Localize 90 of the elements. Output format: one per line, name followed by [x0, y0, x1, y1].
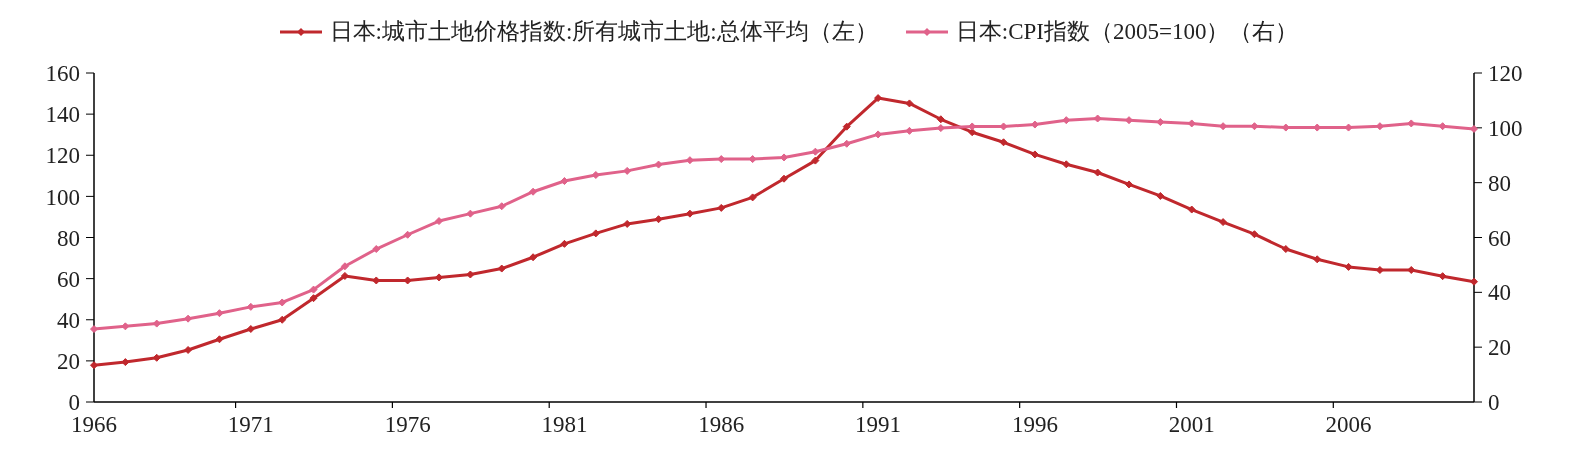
point — [466, 270, 475, 279]
point — [1187, 205, 1196, 214]
point — [905, 99, 914, 108]
point — [497, 202, 506, 211]
point — [780, 174, 788, 183]
x-tick-label: 1996 — [1011, 412, 1058, 437]
point — [497, 264, 506, 273]
point — [435, 273, 443, 282]
x-tick-label: 1981 — [541, 412, 588, 437]
y-tick-label: 120 — [45, 143, 80, 169]
point — [654, 215, 663, 224]
y2-tick-label: 80 — [1488, 170, 1511, 196]
point — [152, 319, 161, 328]
y2-tick-label: 40 — [1488, 280, 1511, 306]
point — [1470, 124, 1478, 133]
point — [435, 217, 443, 226]
legend-label: 日本:城市土地价格指数:所有城市土地:总体平均（左） — [329, 18, 878, 46]
point — [1156, 191, 1165, 200]
point — [1093, 114, 1102, 123]
point — [529, 253, 538, 262]
point — [340, 262, 349, 271]
point — [1407, 265, 1416, 274]
point — [842, 122, 851, 131]
point — [717, 203, 726, 212]
point — [1250, 230, 1259, 239]
y-tick-label: 60 — [57, 266, 80, 292]
y2-tick-label: 100 — [1488, 116, 1523, 141]
point — [466, 209, 475, 218]
point — [1438, 272, 1447, 281]
point — [403, 230, 412, 239]
point — [340, 271, 349, 280]
point — [278, 315, 287, 324]
x-tick-label: 1991 — [855, 412, 902, 437]
point — [215, 335, 224, 344]
y-tick-label: 100 — [45, 184, 80, 210]
point — [560, 239, 569, 248]
point — [685, 156, 694, 165]
y2-tick-label: 120 — [1488, 61, 1523, 87]
y-tick-label: 40 — [57, 307, 80, 333]
point — [654, 160, 663, 169]
point — [1219, 218, 1228, 227]
point — [999, 138, 1008, 147]
point — [1281, 245, 1290, 254]
point — [215, 309, 224, 318]
point — [1093, 168, 1102, 177]
point — [968, 128, 977, 137]
x-tick-label: 2001 — [1168, 412, 1215, 437]
point — [1313, 255, 1322, 264]
point — [1187, 119, 1196, 128]
x-tick-label: 1976 — [384, 412, 431, 437]
x-tick-label: 2006 — [1325, 412, 1372, 437]
point — [1030, 150, 1039, 159]
point — [278, 298, 287, 307]
y-tick-label: 160 — [45, 61, 80, 87]
point — [811, 147, 820, 156]
y-tick-label: 140 — [45, 102, 80, 128]
point — [591, 229, 600, 238]
point — [1470, 277, 1478, 286]
point — [842, 139, 851, 148]
point — [1125, 180, 1133, 189]
point — [246, 325, 255, 333]
point — [811, 156, 820, 165]
y-tick-label: 20 — [57, 349, 80, 375]
point — [1125, 116, 1133, 125]
point — [874, 94, 883, 103]
point — [1062, 160, 1071, 169]
y-tick-label: 80 — [57, 225, 80, 251]
point — [529, 187, 538, 196]
point — [372, 245, 381, 254]
x-tick-label: 1986 — [698, 412, 745, 437]
legend-label: 日本:CPI指数（2005=100）（右） — [955, 18, 1299, 46]
point — [560, 177, 569, 186]
point — [623, 166, 632, 175]
point — [591, 170, 600, 179]
x-tick-label: 1971 — [227, 412, 274, 437]
y2-tick-label: 0 — [1488, 390, 1500, 416]
point — [184, 345, 193, 354]
point — [90, 325, 98, 334]
point — [780, 153, 788, 162]
point — [184, 314, 193, 323]
point — [748, 193, 757, 202]
point — [936, 115, 945, 124]
point — [309, 294, 318, 303]
point — [90, 361, 98, 370]
y2-tick-label: 20 — [1488, 335, 1511, 361]
point — [246, 302, 255, 311]
point — [1344, 262, 1353, 271]
y2-tick-label: 60 — [1488, 225, 1511, 251]
point — [1407, 119, 1416, 128]
point — [309, 285, 318, 294]
